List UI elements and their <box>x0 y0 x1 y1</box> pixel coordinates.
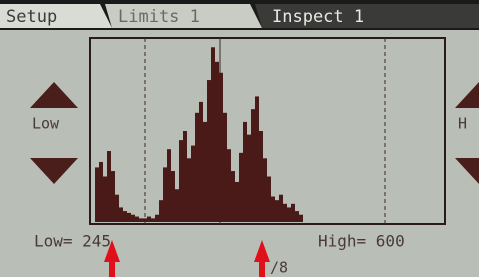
histogram-bar <box>263 158 267 222</box>
histogram-bar <box>163 167 167 222</box>
histogram-bar <box>171 171 175 222</box>
histogram-bar <box>135 217 139 222</box>
histogram-bar <box>295 211 299 222</box>
side-label: Low <box>32 115 60 133</box>
histogram-bar <box>115 195 119 222</box>
histogram-bar <box>287 207 291 222</box>
histogram-bar <box>283 204 287 222</box>
histogram-bar <box>123 211 127 222</box>
histogram-bar <box>215 62 219 222</box>
histogram-bar <box>211 47 215 222</box>
histogram-bar <box>103 177 107 223</box>
histogram-bar <box>275 200 279 222</box>
histogram-bar <box>187 158 191 222</box>
histogram-bar <box>191 146 195 222</box>
histogram-bar <box>279 195 283 222</box>
histogram-bar <box>255 96 259 222</box>
histogram-bar <box>203 122 207 222</box>
histogram-bar <box>231 171 235 222</box>
pointer-arrow <box>109 260 115 277</box>
histogram-bar <box>179 140 183 222</box>
low-value-label: Low= 245 <box>34 232 111 251</box>
histogram-bar <box>247 135 251 222</box>
tab-label[interactable]: Limits 1 <box>118 7 200 27</box>
histogram-bar <box>131 215 135 222</box>
histogram-bar <box>175 189 179 222</box>
histogram-bar <box>227 149 231 222</box>
histogram-bar <box>223 113 227 222</box>
histogram-bar <box>139 218 143 222</box>
tab-label[interactable]: Setup <box>6 7 57 27</box>
histogram-bar <box>147 217 151 222</box>
histogram-bar <box>127 213 131 222</box>
histogram-bar <box>95 167 99 222</box>
histogram-bar <box>299 215 303 222</box>
tab-label[interactable]: Inspect 1 <box>272 7 364 27</box>
histogram-bar <box>219 73 223 222</box>
histogram-bar <box>107 151 111 222</box>
histogram-bar <box>199 102 203 222</box>
histogram-bar <box>251 109 255 222</box>
histogram-bar <box>239 153 243 222</box>
histogram-bar <box>99 162 103 222</box>
histogram-bar <box>195 113 199 222</box>
histogram-bar <box>119 207 123 222</box>
histogram-bar <box>167 149 171 222</box>
histogram-bar <box>143 218 147 222</box>
histogram-bar <box>235 182 239 222</box>
histogram-bar <box>183 131 187 222</box>
pointer-arrow <box>259 260 265 277</box>
histogram-bar <box>271 197 275 222</box>
high-value-label: High= 600 <box>318 232 405 251</box>
page: {"tabs": ["Setup", "Limits 1", "Inspect … <box>0 0 479 277</box>
page-indicator: /8 <box>270 259 288 277</box>
histogram-bar <box>207 80 211 222</box>
histogram-bar <box>159 200 163 222</box>
device-screen: Setup Limits 1 Inspect 1 Low H Low= 245 … <box>0 0 479 277</box>
histogram-bar <box>291 204 295 222</box>
histogram-bar <box>155 215 159 222</box>
histogram-bar <box>243 122 247 222</box>
histogram-bar <box>151 218 155 222</box>
histogram-bar <box>267 177 271 223</box>
histogram-bar <box>259 131 263 222</box>
side-label: H <box>458 115 467 133</box>
histogram-bar <box>111 171 115 222</box>
